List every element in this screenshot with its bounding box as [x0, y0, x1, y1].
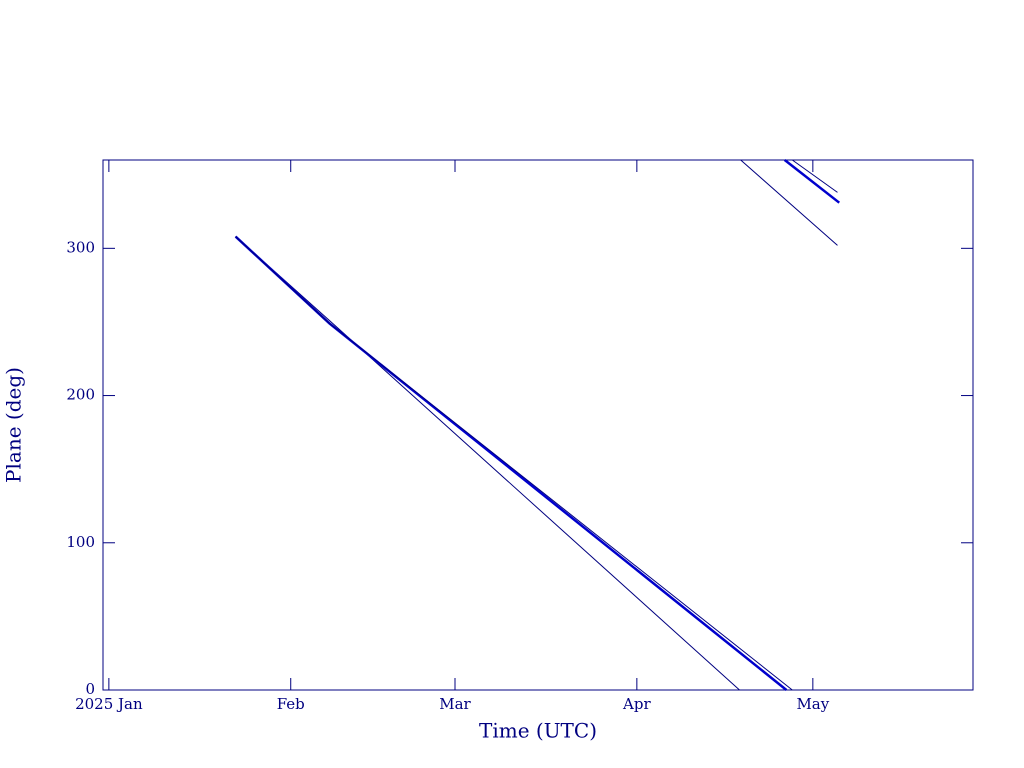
y-tick-label: 300 — [66, 238, 95, 256]
data-line — [235, 159, 838, 691]
data-line — [235, 159, 838, 691]
plot-frame — [102, 159, 974, 691]
x-tick-label: Feb — [277, 695, 305, 713]
x-tick-label: Apr — [622, 695, 651, 713]
x-axis-label: Time (UTC) — [479, 719, 597, 743]
x-tick-label: Mar — [439, 695, 471, 713]
y-tick-label: 0 — [85, 680, 95, 698]
y-tick-label: 100 — [66, 533, 95, 551]
x-tick-label: May — [796, 695, 829, 713]
y-axis-label: Plane (deg) — [2, 367, 26, 483]
data-line — [234, 159, 841, 691]
x-tick-label: 2025 Jan — [75, 695, 143, 713]
y-tick-label: 200 — [66, 386, 95, 404]
